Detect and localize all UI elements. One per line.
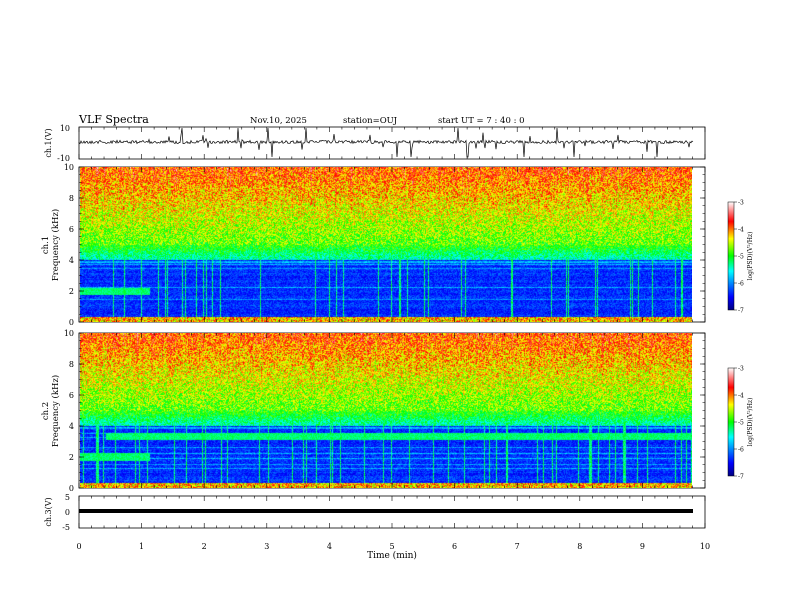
y-tick-label: 0 <box>69 318 74 327</box>
x-tick-label: 4 <box>327 542 332 551</box>
colorbar-tick-label: -4 <box>738 227 744 234</box>
colorbar-tick-label: -3 <box>738 366 744 373</box>
colorbar-tick-label: -7 <box>738 474 744 481</box>
waveform-ch3-trace <box>79 509 693 513</box>
waveform-ch3-panel: ch.3(V) 5 0 -5 <box>44 493 706 532</box>
start-ut-label: start UT = 7 : 40 : 0 <box>438 116 525 126</box>
waveform-ch1-panel: ch.1(V) 10 -10 <box>44 124 706 163</box>
y-tick-label: 10 <box>64 163 74 172</box>
colorbar-tick-label: -7 <box>738 308 744 315</box>
x-axis-ticks <box>78 127 706 528</box>
y-tick-label: 8 <box>69 194 74 203</box>
colorbar-ch1-ticks: -3 -4 -5 -6 -7 <box>734 200 744 315</box>
x-tick-label: 3 <box>264 542 269 551</box>
spectrogram-ch1-image <box>80 167 692 322</box>
colorbar-tick-label: -6 <box>738 281 744 288</box>
waveform-ch3-ylabel: ch.3(V) <box>44 497 53 526</box>
spectrogram-ch1-yticks: 0 2 4 6 8 10 <box>64 163 705 327</box>
waveform-ch3-ytick-mid: 0 <box>65 508 70 517</box>
y-tick-label: 4 <box>69 422 74 431</box>
colorbar-ch2 <box>727 367 735 477</box>
spectrogram-ch1-channel-label: ch.1 <box>41 236 51 254</box>
colorbar-tick-label: -3 <box>738 200 744 207</box>
figure-title: VLF Spectra <box>78 113 149 126</box>
x-tick-label: 10 <box>700 542 710 551</box>
spectrogram-ch2-image <box>80 333 692 488</box>
spectrogram-ch2-yticks: 0 2 4 6 8 10 <box>64 329 705 493</box>
waveform-ch1-ylabel: ch.1(V) <box>44 128 53 157</box>
waveform-ch1-ytick-bottom: -10 <box>57 154 70 163</box>
y-tick-label: 10 <box>64 329 74 338</box>
x-tick-label: 0 <box>76 542 81 551</box>
colorbar-tick-label: -6 <box>738 447 744 454</box>
x-tick-label: 1 <box>139 542 144 551</box>
colorbar-tick-label: -5 <box>738 254 744 261</box>
y-tick-label: 0 <box>69 484 74 493</box>
y-tick-label: 6 <box>69 225 74 234</box>
spectrogram-ch1-ylabel: Frequency (kHz) <box>50 209 61 281</box>
waveform-ch3-ytick-bottom: -5 <box>62 523 70 532</box>
y-tick-label: 8 <box>69 360 74 369</box>
spectrogram-ch2-channel-label: ch.2 <box>41 402 51 420</box>
colorbar-ch2-ticks: -3 -4 -5 -6 -7 <box>734 366 744 481</box>
station-label: station=OUJ <box>343 116 398 126</box>
colorbar-ch2-label: log(PSD)(V²/Hz) <box>747 398 754 447</box>
x-axis-label: Time (min) <box>367 550 417 561</box>
waveform-ch1-trace <box>78 127 694 158</box>
colorbar-ch1 <box>727 201 735 311</box>
x-tick-label: 6 <box>452 542 457 551</box>
x-axis-tick-labels: 0 1 2 3 4 5 6 7 8 9 10 <box>76 542 710 551</box>
waveform-ch1-ytick-top: 10 <box>60 124 70 133</box>
y-tick-label: 2 <box>69 287 74 296</box>
spectrogram-ch2-ylabel: Frequency (kHz) <box>50 375 61 447</box>
x-tick-label: 5 <box>389 542 394 551</box>
date-label: Nov.10, 2025 <box>250 116 307 126</box>
x-tick-label: 7 <box>515 542 520 551</box>
x-tick-label: 9 <box>640 542 645 551</box>
y-tick-label: 2 <box>69 453 74 462</box>
colorbar-tick-label: -4 <box>738 393 744 400</box>
x-tick-label: 8 <box>577 542 582 551</box>
colorbar-ch1-label: log(PSD)(V²/Hz) <box>747 232 754 281</box>
waveform-ch3-ytick-top: 5 <box>65 493 70 502</box>
x-tick-label: 2 <box>202 542 207 551</box>
colorbar-tick-label: -5 <box>738 420 744 427</box>
y-tick-label: 6 <box>69 391 74 400</box>
y-tick-label: 4 <box>69 256 74 265</box>
